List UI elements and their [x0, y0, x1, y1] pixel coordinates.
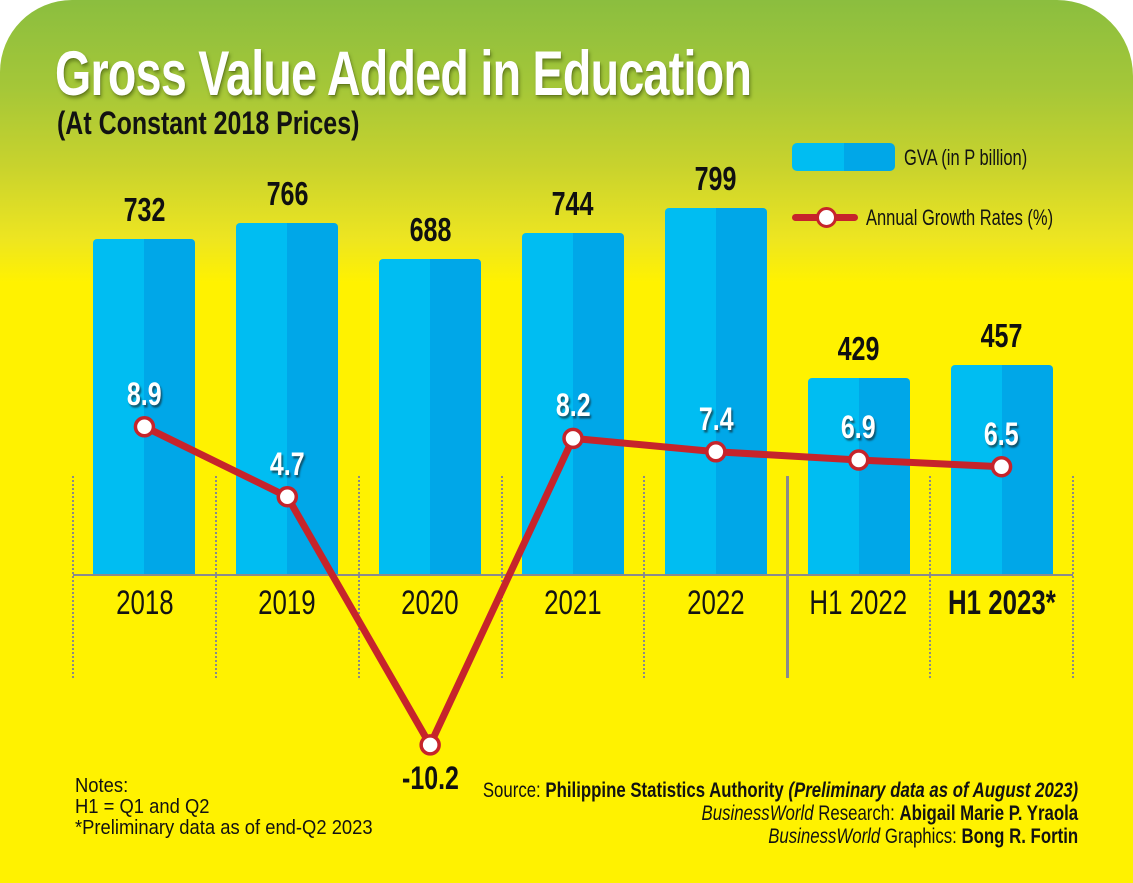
x-axis-label-text: 2021	[544, 584, 602, 622]
x-axis-line	[73, 573, 1073, 576]
grid-line	[929, 476, 932, 678]
grid-line	[214, 476, 217, 678]
source-segment: Graphics:	[880, 825, 962, 848]
bar-value-label: 744	[493, 186, 653, 222]
bar-value-label: 766	[207, 176, 367, 212]
x-axis-label-text: H1 2023*	[947, 584, 1056, 622]
note-line: Notes:	[75, 775, 129, 797]
x-axis-label-text: H1 2022	[809, 584, 908, 622]
growth-rate-label: 6.9	[779, 410, 939, 444]
page-title: Gross Value Added in Education	[55, 39, 752, 109]
bar-value-label: 732	[64, 190, 224, 228]
bar-H1 2023*	[950, 365, 1053, 576]
legend-bar-swatch-light	[792, 143, 844, 171]
bar-value-label: 457	[922, 318, 1082, 354]
x-axis-label-2018: 2018	[64, 585, 224, 621]
bar-value-text: 732	[123, 190, 166, 228]
source-line: BusinessWorld Graphics: Bong R. Fortin	[483, 825, 1078, 848]
bar-2022	[664, 207, 767, 576]
x-axis-label-H1 2023*: H1 2023*	[922, 585, 1082, 621]
source-segment: Philippine Statistics Authority	[545, 779, 789, 802]
growth-rate-text: 7.4	[698, 400, 734, 437]
source-segment: Abigail Marie P. Yraola	[899, 802, 1078, 825]
x-axis-label-H1 2022: H1 2022	[779, 585, 939, 621]
grid-line	[357, 476, 360, 678]
source-segment: Bong R. Fortin	[961, 825, 1078, 848]
growth-rate-label: 8.2	[493, 388, 653, 422]
bar-value-text: 744	[552, 185, 594, 223]
bar-value-text: 457	[980, 317, 1023, 355]
x-axis-label-text: 2018	[115, 584, 174, 622]
separator-line	[786, 476, 789, 678]
bar-value-label: 799	[636, 159, 796, 197]
grid-line	[500, 476, 503, 678]
bar-value-text: 766	[266, 175, 309, 213]
bar-value-label: 688	[350, 210, 510, 248]
source-segment: (Preliminary data as of August 2023)	[788, 779, 1078, 802]
page-subtitle: (At Constant 2018 Prices)	[57, 105, 360, 141]
growth-rate-text: 6.9	[841, 409, 877, 446]
growth-rate-text: 4.7	[269, 445, 305, 482]
legend-line-marker-icon	[816, 207, 837, 228]
bar-value-text: 429	[837, 329, 880, 367]
bar-2019	[236, 223, 339, 576]
bar-value-label: 429	[779, 329, 939, 367]
legend-line-label: Annual Growth Rates (%)	[866, 205, 1054, 230]
legend-bar-label: GVA (in P billion)	[904, 145, 1028, 170]
x-axis-label-text: 2019	[258, 584, 317, 622]
note-line: *Preliminary data as of end-Q2 2023	[75, 817, 373, 839]
x-axis-label-2020: 2020	[350, 585, 510, 621]
x-axis-label-text: 2022	[687, 584, 745, 622]
grid-line	[1072, 476, 1074, 678]
growth-rate-label: 7.4	[636, 402, 796, 436]
x-axis-label-2022: 2022	[636, 585, 796, 621]
source-line: BusinessWorld Research: Abigail Marie P.…	[483, 802, 1078, 825]
source-line: Source: Philippine Statistics Authority …	[483, 779, 1078, 802]
x-axis-label-2019: 2019	[207, 585, 367, 621]
bar-value-text: 799	[694, 159, 737, 197]
notes-block: Notes: H1 = Q1 and Q2 *Preliminary data as…	[75, 776, 399, 839]
bar-value-text: 688	[409, 210, 452, 248]
source-block: Source: Philippine Statistics Authority …	[334, 779, 1078, 848]
legend-bar-swatch-dark	[843, 143, 895, 171]
x-axis-label-text: 2020	[401, 584, 459, 622]
source-segment: BusinessWorld	[701, 802, 814, 825]
grid-line	[643, 476, 646, 678]
growth-rate-text: -10.2	[401, 759, 459, 796]
grid-line	[72, 476, 74, 678]
x-axis-label-2021: 2021	[493, 585, 653, 621]
growth-rate-text: 8.2	[555, 387, 591, 424]
legend-bar-swatch	[792, 143, 895, 171]
growth-rate-label: 8.9	[64, 377, 224, 411]
growth-rate-label: 4.7	[207, 447, 367, 481]
note-line: H1 = Q1 and Q2	[75, 796, 210, 818]
growth-rate-text: 8.9	[127, 375, 162, 412]
bar-H1 2022	[807, 377, 910, 576]
bar-2020	[379, 258, 482, 576]
source-segment: Source:	[482, 779, 546, 802]
source-segment: BusinessWorld	[768, 825, 881, 848]
growth-rate-text: 6.5	[984, 415, 1019, 452]
growth-rate-label: -10.2	[350, 761, 510, 795]
source-segment: Research:	[813, 802, 900, 825]
growth-rate-label: 6.5	[922, 417, 1082, 451]
